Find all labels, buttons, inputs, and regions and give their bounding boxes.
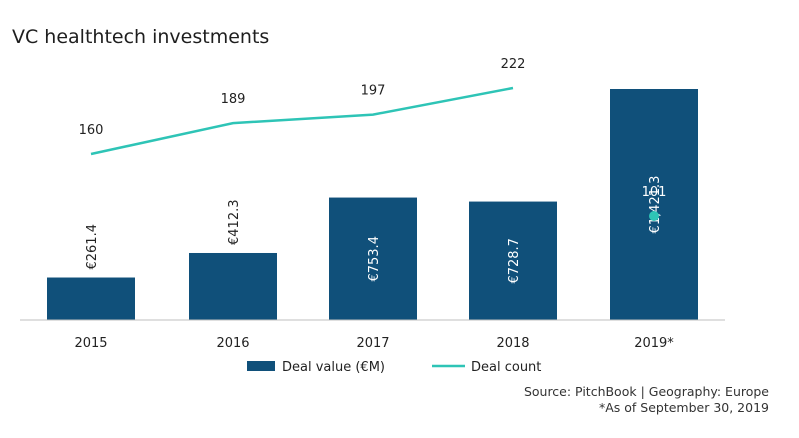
line-series xyxy=(90,86,659,221)
deal-count-line xyxy=(90,86,514,156)
line-labels: 160 189 197 222 101 xyxy=(79,57,667,200)
line-label-2017: 197 xyxy=(361,84,386,99)
legend-label-deal-count: Deal count xyxy=(471,360,541,375)
bar-label-2017: €753.4 xyxy=(367,236,382,282)
chart-title: VC healthtech investments xyxy=(12,26,270,48)
bar-label-2018: €728.7 xyxy=(507,238,522,284)
legend: Deal value (€M) Deal count xyxy=(247,360,541,375)
bar-2015 xyxy=(47,277,135,320)
line-label-2018: 222 xyxy=(501,57,526,72)
x-tick-labels: 2015 2016 2017 2018 2019* xyxy=(74,336,674,351)
bar-2016 xyxy=(189,252,277,320)
bar-2019* xyxy=(610,89,698,320)
line-label-2016: 189 xyxy=(221,92,246,107)
note-text: *As of September 30, 2019 xyxy=(598,400,769,415)
source-text: Source: PitchBook | Geography: Europe xyxy=(523,384,769,399)
bar-label-2016: €412.3 xyxy=(227,199,242,245)
x-tick-2019*: 2019* xyxy=(634,336,674,351)
bar-series xyxy=(47,89,698,320)
bar-2017 xyxy=(329,197,417,320)
deal-count-point-2019* xyxy=(649,211,659,221)
legend-label-deal-value: Deal value (€M) xyxy=(282,360,385,375)
line-label-2015: 160 xyxy=(79,123,104,138)
x-tick-2016: 2016 xyxy=(216,336,249,351)
x-tick-2015: 2015 xyxy=(74,336,107,351)
bar-labels: €261.4€412.3€753.4 €728.7€1,421.3 xyxy=(85,176,663,284)
legend-swatch-deal-value xyxy=(247,361,275,371)
x-tick-2018: 2018 xyxy=(496,336,529,351)
bar-label-2015: €261.4 xyxy=(85,224,100,270)
line-label-2019*: 101 xyxy=(642,185,667,200)
x-tick-2017: 2017 xyxy=(356,336,389,351)
bar-2018 xyxy=(469,201,557,320)
